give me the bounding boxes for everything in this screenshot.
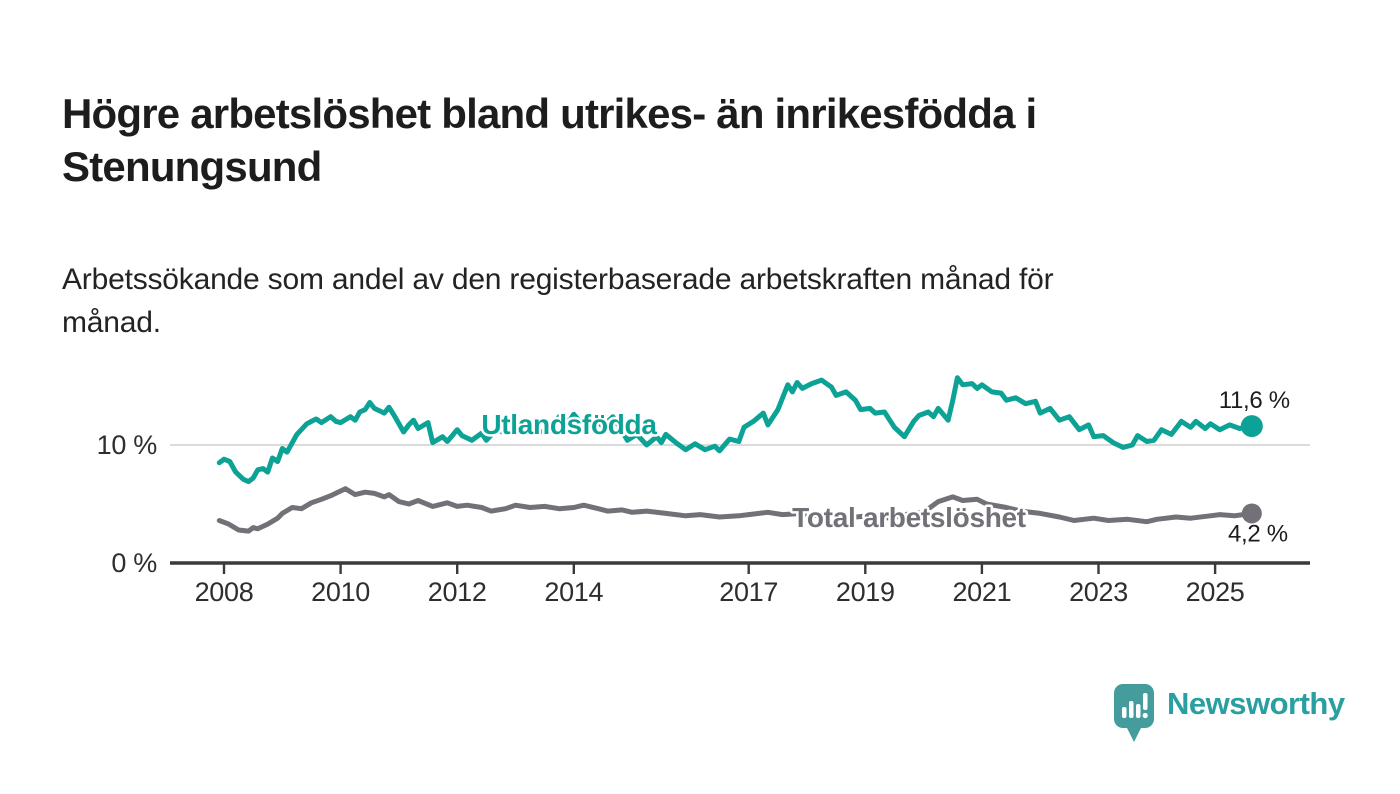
y-tick-label-0: 0 % [111,548,157,578]
page-subtitle-line-1: Arbetssökande som andel av den registerb… [62,263,1054,296]
x-tick-label-2008: 2008 [195,577,254,607]
x-tick-label-2017: 2017 [719,577,778,607]
series-line-total-arbetsloshet [216,486,1255,534]
logo-bar-short [1122,707,1127,718]
newsworthy-logo: Newsworthy [1114,684,1345,744]
end-value-label-total-arbetsloshet: 4,2 % [1228,520,1288,547]
series-end-dot-utlandsfodda [1240,415,1263,438]
logo-exclamation-bar [1143,693,1148,710]
end-value-label-utlandsfodda: 11,6 % [1219,387,1290,414]
logo-bar-medium [1129,701,1134,718]
logo-exclamation-dot [1142,712,1148,719]
page-subtitle: Arbetssökande som andel av den registerb… [62,258,1262,344]
page-subtitle-line-2: månad. [62,306,161,340]
x-tick-label-2025: 2025 [1186,577,1245,607]
series-label-total-arbetsloshet: Total arbetslöshet [792,502,1026,533]
x-tick-label-2019: 2019 [836,577,895,607]
x-tick-label-2014: 2014 [544,577,603,607]
x-tick-label-2010: 2010 [311,577,370,607]
logo-bar-tall [1136,704,1141,718]
x-tick-label-2021: 2021 [952,577,1011,607]
x-tick-label-2012: 2012 [428,577,487,607]
page-title: Högre arbetslöshet bland utrikes- än inr… [62,88,1302,194]
series-end-dot-total-arbetsloshet [1241,503,1262,524]
page-title-line-2: Stenungsund [62,143,322,191]
newsworthy-logo-text: Newsworthy [1167,686,1345,721]
speech-bubble-bar-chart-icon [1114,684,1154,742]
x-tick-label-2023: 2023 [1069,577,1128,607]
series-line-utlandsfodda [216,375,1255,485]
series-label-utlandsfodda: Utlandsfödda [481,409,657,440]
y-tick-label-10: 10 % [97,430,158,460]
page-title-line-1: Högre arbetslöshet bland utrikes- än inr… [62,90,1037,138]
